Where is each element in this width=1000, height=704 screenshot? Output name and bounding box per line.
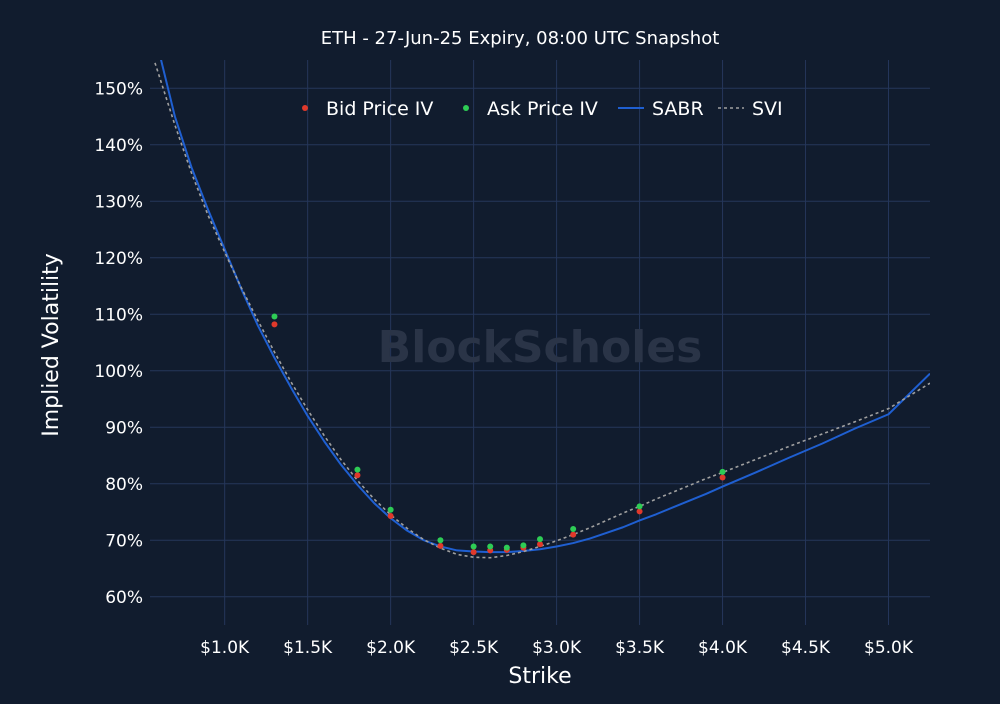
legend-label-svi: SVI <box>752 98 783 120</box>
y-tick-label: 80% <box>105 475 143 495</box>
legend-label-sabr: SABR <box>652 98 704 120</box>
bid-iv-point <box>354 472 361 479</box>
ask-iv-point <box>503 544 510 551</box>
bid-iv-point <box>387 512 394 519</box>
x-tick-label: $5.0K <box>864 638 914 658</box>
plot-area <box>154 60 930 559</box>
legend-item-svi[interactable]: SVI <box>718 98 783 120</box>
x-tick-label: $2.0K <box>366 638 416 658</box>
ask-iv-point <box>470 543 477 550</box>
legend-label-bid-price-iv: Bid Price IV <box>326 98 433 120</box>
x-tick-label: $2.5K <box>449 638 499 658</box>
y-tick-label: 120% <box>94 249 143 269</box>
ask-iv-point <box>487 543 494 550</box>
y-tick-label: 60% <box>105 588 143 608</box>
ask-iv-point <box>520 542 527 549</box>
ask-iv-point <box>570 525 577 532</box>
legend[interactable]: Bid Price IV Ask Price IV SABR SVI <box>302 98 783 120</box>
bid-iv-point <box>636 508 643 515</box>
watermark: BlockScholes <box>378 322 703 373</box>
x-tick-label: $3.5K <box>615 638 665 658</box>
y-tick-label: 140% <box>94 136 143 156</box>
bid-iv-point <box>719 474 726 481</box>
legend-item-bid-price-iv[interactable]: Bid Price IV <box>302 98 433 120</box>
ask-iv-point <box>537 536 543 543</box>
tick-labels: $1.0K $1.5K $2.0K $2.5K $3.0K $3.5K $4.0K $4.5K… <box>94 79 913 658</box>
x-tick-label: $1.5K <box>283 638 333 658</box>
bid-iv-point <box>537 541 543 548</box>
legend-item-sabr[interactable]: SABR <box>618 98 704 120</box>
chart-title: ETH - 27-Jun-25 Expiry, 08:00 UTC Snapsh… <box>321 28 720 49</box>
legend-swatch-ask-price-iv <box>463 105 469 111</box>
ask-iv-point <box>719 468 726 475</box>
ask-iv-point <box>387 506 394 513</box>
svi-curve <box>154 62 930 559</box>
bid-iv-point <box>271 321 278 328</box>
y-tick-label: 150% <box>94 79 143 99</box>
legend-item-ask-price-iv[interactable]: Ask Price IV <box>463 98 598 120</box>
legend-label-ask-price-iv: Ask Price IV <box>487 98 598 120</box>
y-axis-title: Implied Volatility <box>39 253 64 437</box>
y-tick-label: 130% <box>94 192 143 212</box>
bid-iv-point <box>437 542 444 549</box>
bid-iv-point <box>470 549 477 556</box>
ask-iv-point <box>271 313 278 320</box>
x-axis-title: Strike <box>508 664 571 689</box>
x-tick-label: $1.0K <box>200 638 250 658</box>
y-tick-label: 110% <box>94 305 143 325</box>
x-tick-label: $3.0K <box>532 638 582 658</box>
series-layer <box>154 60 930 559</box>
y-tick-label: 70% <box>105 531 143 551</box>
ask-iv-point <box>354 466 361 473</box>
legend-swatch-bid-price-iv <box>302 105 308 111</box>
ask-iv-point <box>437 537 444 544</box>
ask-iv-point <box>636 503 643 510</box>
bid-iv-point <box>570 531 577 538</box>
y-tick-label: 90% <box>105 418 143 438</box>
y-tick-label: 100% <box>94 362 143 382</box>
x-tick-label: $4.0K <box>698 638 748 658</box>
x-tick-label: $4.5K <box>781 638 831 658</box>
